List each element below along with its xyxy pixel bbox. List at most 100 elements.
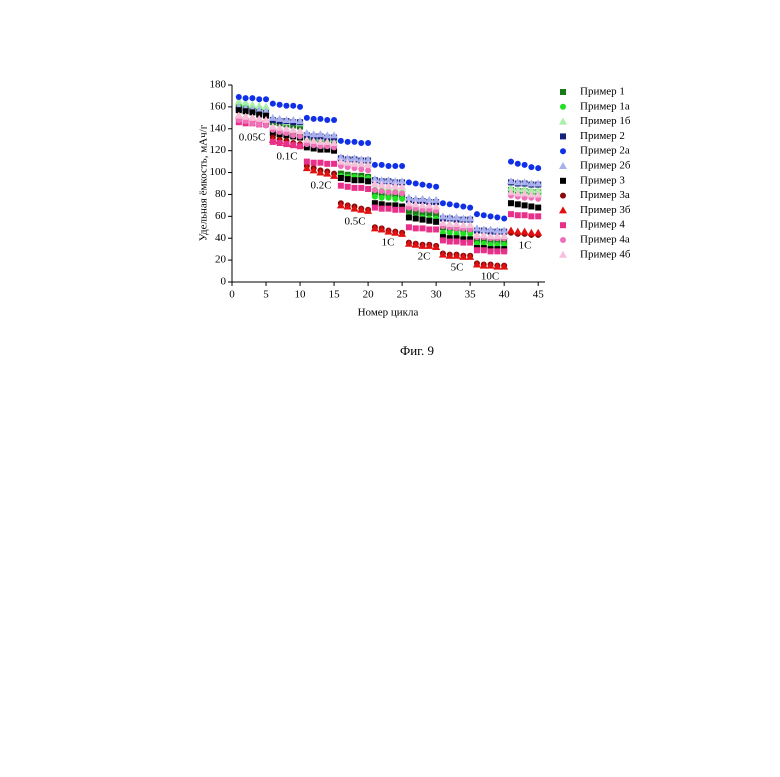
point: [501, 216, 507, 222]
caption: Фиг. 9: [400, 343, 434, 358]
point: [399, 163, 405, 169]
point: [392, 189, 398, 195]
point: [522, 202, 528, 208]
point: [338, 138, 344, 144]
point: [345, 139, 351, 145]
point: [494, 248, 500, 254]
point: [528, 164, 534, 170]
annotation: 1C: [382, 237, 395, 249]
point: [358, 177, 364, 183]
y-tick-label: 140: [210, 122, 227, 134]
annotation: 0.5C: [344, 216, 365, 228]
y-tick-label: 180: [210, 79, 227, 91]
point: [535, 213, 541, 219]
point: [358, 185, 364, 191]
point: [454, 202, 460, 208]
point: [535, 165, 541, 171]
point: [290, 132, 296, 138]
x-tick-label: 40: [499, 289, 511, 301]
point: [447, 239, 453, 245]
legend-label: Пример 3б: [580, 204, 631, 216]
point: [324, 161, 330, 167]
point: [508, 200, 514, 206]
point: [386, 195, 392, 201]
point: [508, 211, 514, 217]
point: [474, 247, 480, 253]
point: [372, 205, 378, 211]
point: [515, 201, 521, 207]
point: [270, 101, 276, 107]
point: [460, 240, 466, 246]
point: [358, 166, 364, 172]
point: [399, 196, 405, 202]
point: [311, 160, 317, 166]
legend-label: Пример 4: [580, 219, 625, 231]
point: [304, 159, 310, 165]
point: [474, 211, 480, 217]
point: [365, 140, 371, 146]
point: [481, 247, 487, 253]
point: [331, 117, 337, 123]
point: [514, 228, 522, 235]
point: [399, 190, 405, 196]
legend-marker: [560, 89, 566, 95]
point: [297, 104, 303, 110]
point: [392, 196, 398, 202]
legend-marker: [560, 222, 566, 228]
point: [351, 177, 357, 183]
legend-marker: [559, 251, 567, 258]
point: [338, 175, 344, 181]
x-tick-label: 35: [465, 289, 477, 301]
point: [277, 102, 283, 108]
point: [420, 225, 426, 231]
x-axis-label: Номер цикла: [358, 307, 419, 319]
point: [277, 140, 283, 146]
point: [324, 117, 330, 123]
y-tick-label: 0: [221, 276, 227, 288]
point: [345, 184, 351, 190]
point: [379, 162, 385, 168]
point: [433, 184, 439, 190]
y-axis-label: Удельная ёмкость, мАч/г: [198, 124, 210, 241]
point: [522, 162, 528, 168]
legend-marker: [560, 193, 566, 199]
point: [413, 216, 419, 222]
point: [351, 185, 357, 191]
point: [283, 103, 289, 109]
legend-label: Пример 3: [580, 174, 625, 186]
legend-marker: [559, 206, 567, 213]
point: [426, 183, 432, 189]
x-tick-label: 20: [363, 289, 375, 301]
annotation: 5C: [451, 262, 464, 274]
x-tick-label: 0: [229, 289, 235, 301]
point: [488, 213, 494, 219]
point: [460, 231, 466, 237]
point: [521, 228, 529, 235]
point: [249, 95, 255, 101]
x-tick-label: 30: [431, 289, 443, 301]
point: [420, 182, 426, 188]
page: Номер цикла Удельная ёмкость, мАч/г Фиг.…: [0, 0, 780, 777]
point: [501, 248, 507, 254]
point: [263, 122, 269, 128]
legend-label: Пример 2а: [580, 145, 630, 157]
point: [365, 178, 371, 184]
point: [447, 201, 453, 207]
point: [386, 163, 392, 169]
point: [290, 103, 296, 109]
y-tick-label: 80: [215, 188, 227, 200]
point: [528, 213, 534, 219]
point: [256, 96, 262, 102]
point: [372, 162, 378, 168]
point: [345, 176, 351, 182]
x-tick-label: 10: [295, 289, 307, 301]
legend-label: Пример 1: [580, 86, 625, 98]
x-tick-label: 5: [263, 289, 269, 301]
point: [386, 206, 392, 212]
legend-marker: [559, 118, 567, 125]
point: [406, 214, 412, 220]
point: [236, 94, 242, 100]
point: [534, 229, 542, 236]
point: [440, 237, 446, 243]
legend-label: Пример 3а: [580, 189, 630, 201]
